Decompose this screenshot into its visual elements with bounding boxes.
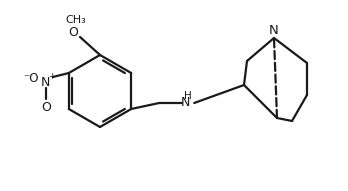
Text: +: + xyxy=(48,71,56,80)
Text: ⁻O: ⁻O xyxy=(23,71,39,84)
Text: O: O xyxy=(68,26,78,39)
Text: O: O xyxy=(41,100,51,113)
Text: N: N xyxy=(181,96,190,108)
Text: CH₃: CH₃ xyxy=(66,15,86,25)
Text: N: N xyxy=(41,75,50,88)
Text: H: H xyxy=(184,91,192,101)
Text: N: N xyxy=(269,23,279,36)
